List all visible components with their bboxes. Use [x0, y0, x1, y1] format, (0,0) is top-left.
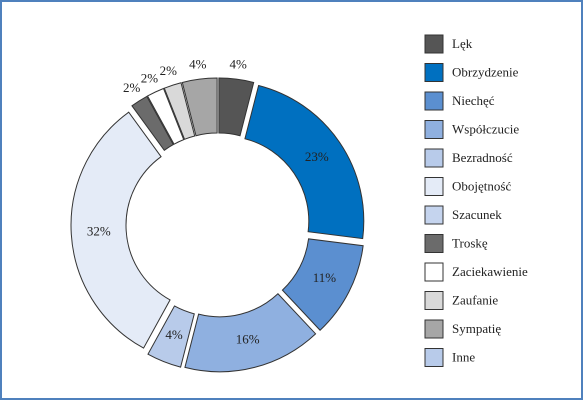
data-label: 4%: [165, 327, 183, 342]
donut-segment: [184, 293, 317, 373]
donut-segment: [131, 95, 174, 152]
legend-label: Bezradność: [452, 150, 513, 165]
data-label: 2%: [160, 63, 178, 78]
data-label: 2%: [123, 80, 141, 95]
data-label: 11%: [313, 270, 337, 285]
legend-swatch: [424, 63, 444, 82]
donut-segment: [181, 77, 218, 137]
donut-segment: [244, 84, 365, 240]
legend-swatch: [424, 91, 444, 111]
legend-swatch: [424, 177, 444, 196]
legend-label: Niechęć: [452, 93, 495, 108]
data-label: 16%: [236, 332, 260, 347]
legend-label: Inne: [452, 349, 475, 364]
legend-swatch: [424, 291, 444, 310]
legend-swatch: [424, 34, 444, 54]
legend-label: Lęk: [452, 36, 473, 51]
donut-segment: [163, 82, 196, 140]
legend-swatch: [424, 148, 444, 168]
legend-swatch: [424, 319, 444, 339]
legend-label: Zaciekawienie: [452, 264, 528, 279]
legend-swatch: [424, 262, 444, 282]
donut-segment: [146, 87, 185, 145]
legend-swatch: [424, 205, 444, 225]
legend-label: Troskę: [452, 235, 488, 250]
donut-segment: [70, 111, 171, 349]
legend-label: Współczucie: [452, 121, 519, 136]
legend-swatch: [424, 234, 444, 253]
data-label: 2%: [141, 70, 159, 85]
donut-segment: [147, 305, 195, 368]
legend-label: Zaufanie: [452, 292, 498, 307]
data-label: 4%: [230, 56, 248, 71]
legend-label: Obojętność: [452, 178, 511, 193]
data-label: 4%: [189, 56, 207, 71]
legend-swatch: [424, 348, 444, 367]
legend-label: Obrzydzenie: [452, 64, 519, 79]
data-label: 23%: [305, 149, 329, 164]
legend-label: Szacunek: [452, 207, 502, 222]
donut-segment: [281, 238, 364, 331]
donut-segment: [218, 77, 255, 137]
legend-swatch: [424, 120, 444, 139]
legend-label: Sympatię: [452, 321, 501, 336]
data-label: 32%: [87, 223, 111, 238]
